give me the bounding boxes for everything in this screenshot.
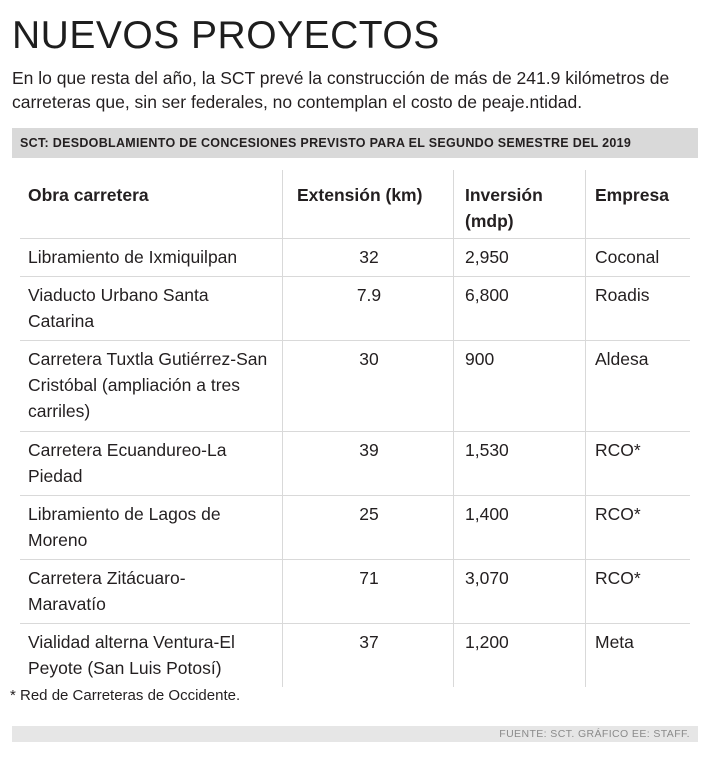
table-row: Viaducto Urbano Santa Catarina 7.9 6,800…	[20, 277, 690, 341]
source-band: FUENTE: SCT. GRÁFICO EE: STAFF.	[12, 726, 698, 742]
column-divider	[282, 170, 283, 687]
cell-km: 7.9	[356, 285, 382, 305]
table-header-row: Obra carretera Extensión (km) Inversión …	[20, 170, 690, 239]
intro-paragraph: En lo que resta del año, la SCT prevé la…	[12, 68, 670, 112]
cell-empresa: Aldesa	[595, 349, 649, 369]
cell-inversion: 1,530	[465, 440, 509, 460]
cell-inversion: 3,070	[465, 568, 509, 588]
header-inversion: Inversión (mdp)	[465, 185, 543, 231]
table-row: Carretera Tuxtla Gutiérrez-San Cristóbal…	[20, 341, 690, 432]
column-divider	[453, 170, 454, 687]
table-caption-band: SCT: DESDOBLAMIENTO DE CONCESIONES PREVI…	[12, 128, 698, 158]
table-row: Carretera Ecuandureo-La Piedad 39 1,530 …	[20, 432, 690, 496]
cell-obra: Libramiento de Ixmiquilpan	[28, 247, 238, 267]
cell-obra: Vialidad alterna Ventura-El Peyote (San …	[28, 632, 235, 678]
cell-km: 39	[359, 440, 379, 460]
column-divider	[585, 170, 586, 687]
footnote: * Red de Carreteras de Occidente.	[10, 687, 241, 704]
table-caption: SCT: DESDOBLAMIENTO DE CONCESIONES PREVI…	[20, 136, 632, 150]
header-obra: Obra carretera	[28, 185, 149, 205]
cell-km: 25	[359, 504, 379, 524]
header-empresa: Empresa	[595, 185, 669, 205]
cell-inversion: 900	[465, 349, 495, 369]
table-row: Libramiento de Lagos de Moreno 25 1,400 …	[20, 496, 690, 560]
cell-empresa: RCO*	[595, 440, 641, 460]
cell-obra: Carretera Zitácuaro-Maravatío	[28, 568, 186, 614]
cell-obra: Viaducto Urbano Santa Catarina	[28, 285, 209, 331]
table-row: Vialidad alterna Ventura-El Peyote (San …	[20, 624, 690, 687]
cell-empresa: RCO*	[595, 568, 641, 588]
cell-inversion: 1,400	[465, 504, 509, 524]
cell-empresa: Coconal	[595, 247, 660, 267]
cell-empresa: Meta	[595, 632, 634, 652]
cell-km: 32	[359, 247, 379, 267]
cell-obra: Carretera Tuxtla Gutiérrez-San Cristóbal…	[28, 349, 268, 421]
header-extension: Extensión (km)	[297, 185, 423, 205]
cell-km: 71	[359, 568, 379, 588]
cell-km: 30	[359, 349, 379, 369]
cell-inversion: 2,950	[465, 247, 509, 267]
cell-empresa: Roadis	[595, 285, 650, 305]
cell-obra: Carretera Ecuandureo-La Piedad	[28, 440, 227, 486]
cell-empresa: RCO*	[595, 504, 641, 524]
source-credit: FUENTE: SCT. GRÁFICO EE: STAFF.	[499, 728, 690, 740]
cell-inversion: 1,200	[465, 632, 509, 652]
cell-inversion: 6,800	[465, 285, 509, 305]
table-row: Libramiento de Ixmiquilpan 32 2,950 Coco…	[20, 239, 690, 277]
cell-obra: Libramiento de Lagos de Moreno	[28, 504, 221, 550]
page-title: NUEVOS PROYECTOS	[12, 14, 440, 57]
cell-km: 37	[359, 632, 379, 652]
table-row: Carretera Zitácuaro-Maravatío 71 3,070 R…	[20, 560, 690, 624]
projects-table: Obra carretera Extensión (km) Inversión …	[20, 170, 690, 687]
